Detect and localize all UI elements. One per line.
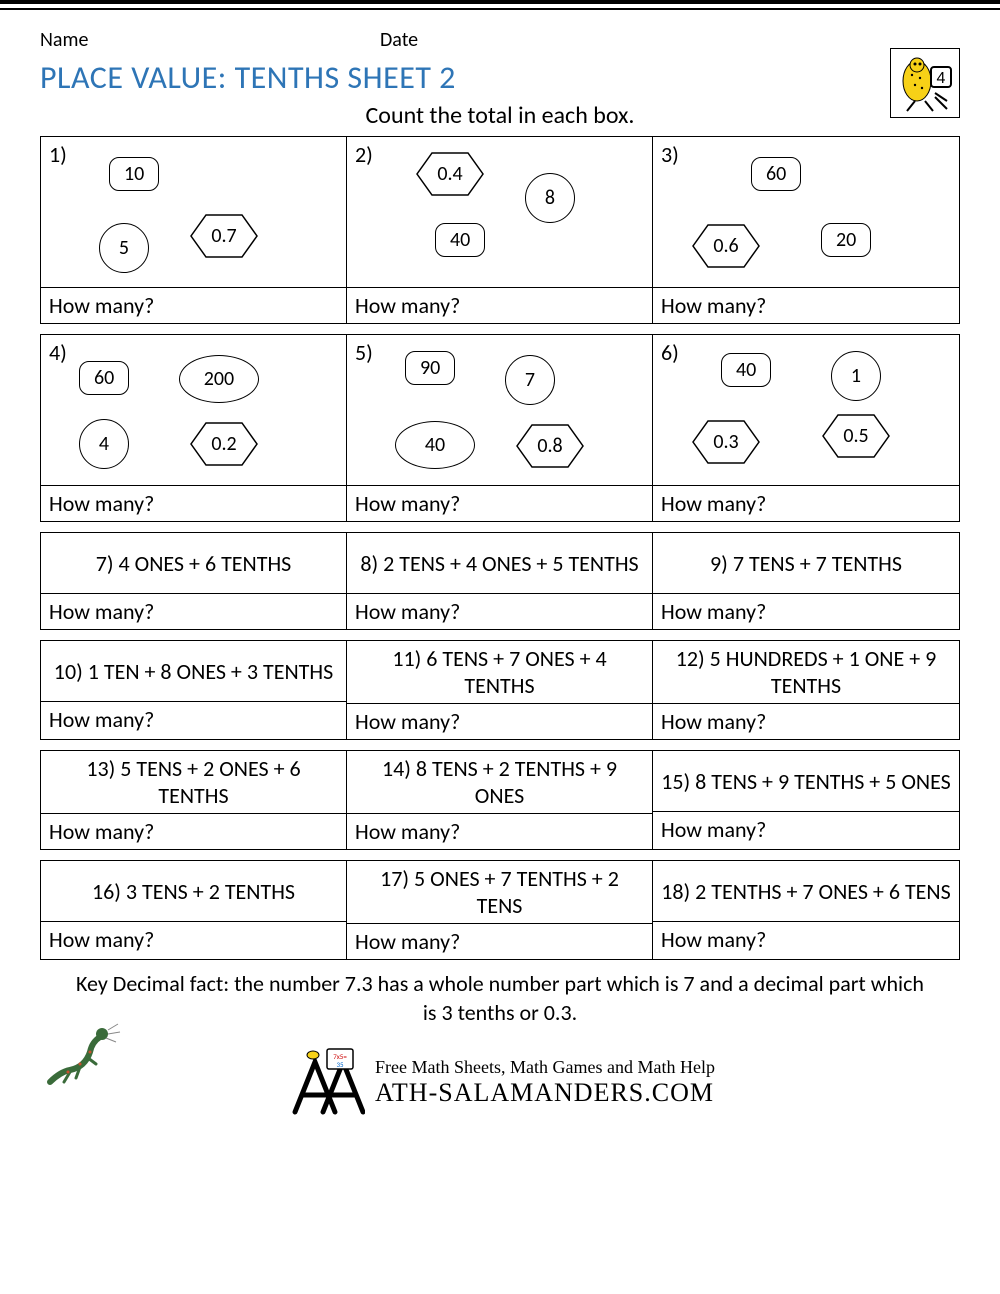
- answer-prompt: How many?: [347, 813, 652, 849]
- value-roundrect: 20: [821, 223, 871, 257]
- value-hexagon: 0.4: [415, 151, 485, 197]
- value-roundrect: 10: [109, 157, 159, 191]
- shape-question: 5)907400.8: [347, 335, 652, 485]
- salamander-icon: [40, 1022, 130, 1097]
- value-hexagon: 0.6: [691, 223, 761, 269]
- value-circle: 5: [99, 223, 149, 273]
- svg-text:4: 4: [937, 70, 946, 87]
- text-question: 13) 5 TENS + 2 ONES + 6 TENTHS: [41, 751, 346, 813]
- value-hexagon: 0.8: [515, 423, 585, 469]
- answer-prompt: How many?: [653, 593, 959, 629]
- answer-prompt: How many?: [653, 811, 959, 847]
- text-question: 18) 2 TENTHS + 7 ONES + 6 TENS: [653, 861, 959, 921]
- footer-logo-icon: 7x5= 35: [285, 1047, 365, 1117]
- shape-question: 4)6020040.2: [41, 335, 346, 485]
- answer-prompt: How many?: [653, 485, 959, 521]
- shape-question: 3)600.620: [653, 137, 959, 287]
- answer-prompt: How many?: [347, 703, 652, 739]
- shape-question: 2)0.4840: [347, 137, 652, 287]
- text-question: 8) 2 TENS + 4 ONES + 5 TENTHS: [347, 533, 652, 593]
- value-roundrect: 40: [435, 223, 485, 257]
- footer-tagline: Free Math Sheets, Math Games and Math He…: [375, 1057, 715, 1078]
- answer-prompt: How many?: [347, 287, 652, 323]
- text-question: 10) 1 TEN + 8 ONES + 3 TENTHS: [41, 641, 346, 701]
- text-question: 12) 5 HUNDREDS + 1 ONE + 9 TENTHS: [653, 641, 959, 703]
- value-hexagon: 0.2: [189, 421, 259, 467]
- key-fact: Key Decimal fact: the number 7.3 has a w…: [70, 970, 930, 1027]
- answer-prompt: How many?: [347, 593, 652, 629]
- value-hexagon: 0.5: [821, 413, 891, 459]
- value-hexagon: 0.3: [691, 419, 761, 465]
- answer-prompt: How many?: [41, 701, 346, 737]
- answer-prompt: How many?: [653, 921, 959, 957]
- worksheet-title: PLACE VALUE: TENTHS SHEET 2: [40, 58, 960, 97]
- answer-prompt: How many?: [41, 485, 346, 521]
- footer: 7x5= 35 Free Math Sheets, Math Games and…: [40, 1047, 960, 1117]
- value-roundrect: 40: [721, 353, 771, 387]
- value-ellipse: 40: [395, 421, 475, 469]
- footer-brand: ATH-SALAMANDERS.COM: [375, 1078, 715, 1108]
- answer-prompt: How many?: [41, 921, 346, 957]
- answer-prompt: How many?: [41, 287, 346, 323]
- svg-text:35: 35: [336, 1060, 344, 1069]
- shape-question: 1)100.75: [41, 137, 346, 287]
- grade-badge: 4: [890, 48, 960, 118]
- worksheet-subtitle: Count the total in each box.: [40, 101, 960, 130]
- value-roundrect: 60: [751, 157, 801, 191]
- value-circle: 8: [525, 173, 575, 223]
- value-circle: 1: [831, 351, 881, 401]
- answer-prompt: How many?: [347, 485, 652, 521]
- answer-prompt: How many?: [41, 813, 346, 849]
- value-circle: 4: [79, 419, 129, 469]
- text-question: 16) 3 TENS + 2 TENTHS: [41, 861, 346, 921]
- value-hexagon: 0.7: [189, 213, 259, 259]
- value-circle: 7: [505, 355, 555, 405]
- answer-prompt: How many?: [347, 923, 652, 959]
- answer-prompt: How many?: [41, 593, 346, 629]
- text-question: 14) 8 TENS + 2 TENTHS + 9 ONES: [347, 751, 652, 813]
- text-question: 9) 7 TENS + 7 TENTHS: [653, 533, 959, 593]
- value-ellipse: 200: [179, 355, 259, 403]
- text-question: 7) 4 ONES + 6 TENTHS: [41, 533, 346, 593]
- answer-prompt: How many?: [653, 703, 959, 739]
- value-roundrect: 90: [405, 351, 455, 385]
- text-question: 15) 8 TENS + 9 TENTHS + 5 ONES: [653, 751, 959, 811]
- date-label: Date: [380, 28, 418, 52]
- text-question: 17) 5 ONES + 7 TENTHS + 2 TENS: [347, 861, 652, 923]
- shape-question: 6)4010.30.5: [653, 335, 959, 485]
- answer-prompt: How many?: [653, 287, 959, 323]
- text-question: 11) 6 TENS + 7 ONES + 4 TENTHS: [347, 641, 652, 703]
- name-label: Name: [40, 28, 380, 52]
- value-roundrect: 60: [79, 361, 129, 395]
